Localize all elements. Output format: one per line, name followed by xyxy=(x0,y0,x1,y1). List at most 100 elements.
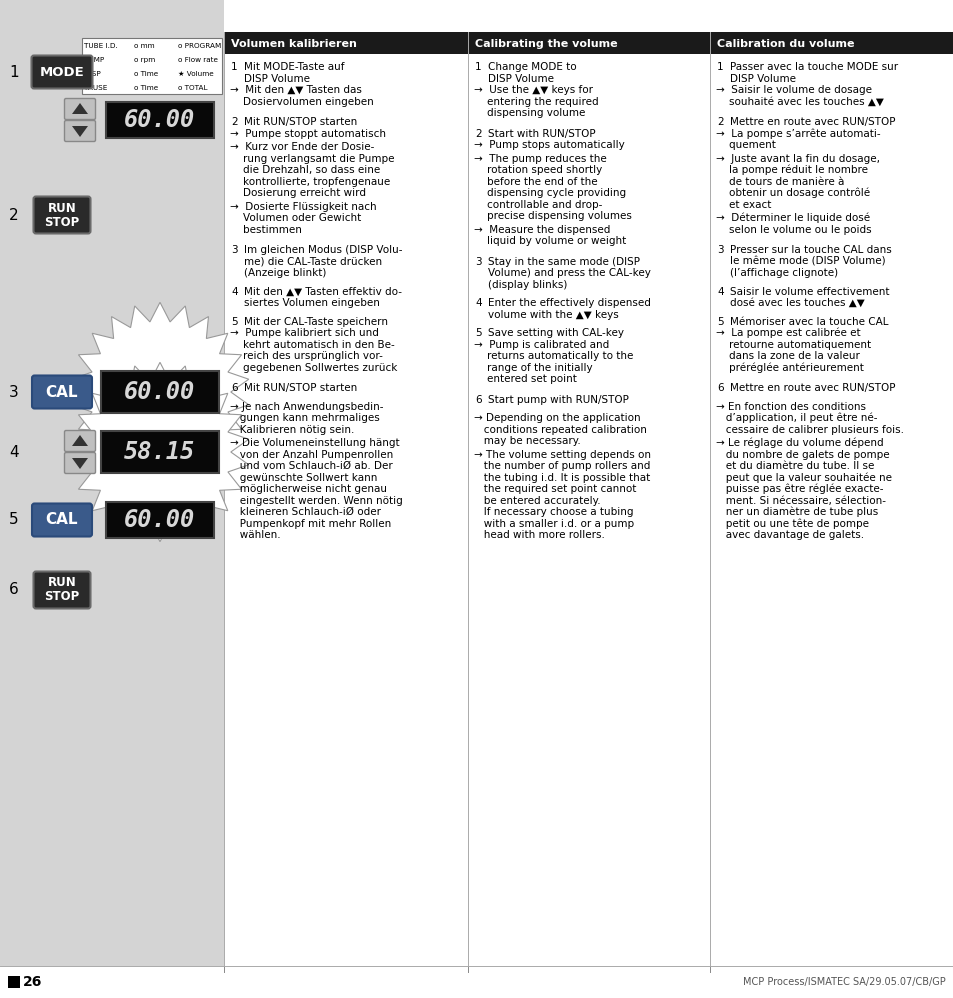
Text: o mm: o mm xyxy=(133,43,154,49)
Text: 58.15: 58.15 xyxy=(124,440,195,464)
Bar xyxy=(468,32,709,54)
Text: 3: 3 xyxy=(475,256,481,266)
Text: Dosierung erreicht wird: Dosierung erreicht wird xyxy=(230,189,366,199)
Text: Mit RUN/STOP starten: Mit RUN/STOP starten xyxy=(244,117,356,127)
Text: entering the required: entering the required xyxy=(474,97,598,107)
Text: CAL: CAL xyxy=(46,384,78,399)
Text: →  Pumpe kalibriert sich und: → Pumpe kalibriert sich und xyxy=(230,328,378,338)
Text: (l’affichage clignote): (l’affichage clignote) xyxy=(729,268,838,278)
Text: 1: 1 xyxy=(717,62,723,72)
Polygon shape xyxy=(71,103,88,114)
Text: Mit der CAL-Taste speichern: Mit der CAL-Taste speichern xyxy=(244,316,388,326)
Bar xyxy=(0,966,953,998)
Text: entered set point: entered set point xyxy=(474,374,577,384)
Text: möglicherweise nicht genau: möglicherweise nicht genau xyxy=(230,484,387,494)
Text: 1: 1 xyxy=(231,62,237,72)
Text: →  La pompe est calibrée et: → La pompe est calibrée et xyxy=(716,328,860,338)
Text: Mit den ▲▼ Tasten effektiv do-: Mit den ▲▼ Tasten effektiv do- xyxy=(244,286,401,296)
Text: the number of pump rollers and: the number of pump rollers and xyxy=(474,461,650,471)
Text: precise dispensing volumes: precise dispensing volumes xyxy=(474,212,631,222)
Text: DISP: DISP xyxy=(84,72,101,78)
Text: →  Déterminer le liquide dosé: → Déterminer le liquide dosé xyxy=(716,213,869,224)
Bar xyxy=(709,32,953,54)
Text: Start pump with RUN/STOP: Start pump with RUN/STOP xyxy=(488,394,628,404)
Text: TUBE I.D.: TUBE I.D. xyxy=(84,43,117,49)
Text: le même mode (DISP Volume): le même mode (DISP Volume) xyxy=(729,256,884,266)
Text: o PROGRAM: o PROGRAM xyxy=(178,43,221,49)
Text: → En fonction des conditions: → En fonction des conditions xyxy=(716,401,865,412)
Text: 4: 4 xyxy=(475,298,481,308)
Text: →  Juste avant la fin du dosage,: → Juste avant la fin du dosage, xyxy=(716,154,879,164)
Text: retourne automatiquement: retourne automatiquement xyxy=(716,339,870,349)
Text: conditions repeated calibration: conditions repeated calibration xyxy=(474,425,646,435)
Text: ment. Si nécessaire, sélection-: ment. Si nécessaire, sélection- xyxy=(716,496,885,506)
FancyBboxPatch shape xyxy=(65,121,95,142)
Text: dosé avec les touches ▲▼: dosé avec les touches ▲▼ xyxy=(729,298,863,308)
Text: returns automatically to the: returns automatically to the xyxy=(474,351,633,361)
Text: →  Pump is calibrated and: → Pump is calibrated and xyxy=(474,339,609,349)
Text: petit ou une tête de pompe: petit ou une tête de pompe xyxy=(716,518,868,529)
Text: und vom Schlauch-iØ ab. Der: und vom Schlauch-iØ ab. Der xyxy=(230,461,393,471)
Text: o Time: o Time xyxy=(133,86,158,92)
Text: de tours de manière à: de tours de manière à xyxy=(716,177,843,187)
Text: RUN: RUN xyxy=(48,577,76,590)
Text: volume with the ▲▼ keys: volume with the ▲▼ keys xyxy=(488,309,618,319)
Text: rung verlangsamt die Pumpe: rung verlangsamt die Pumpe xyxy=(230,154,395,164)
Text: et du diamètre du tube. Il se: et du diamètre du tube. Il se xyxy=(716,461,874,471)
FancyBboxPatch shape xyxy=(65,430,95,451)
Text: Mit MODE-Taste auf: Mit MODE-Taste auf xyxy=(244,62,344,72)
Text: wählen.: wählen. xyxy=(230,530,280,540)
Text: → Je nach Anwendungsbedin-: → Je nach Anwendungsbedin- xyxy=(230,401,383,412)
Text: If necessary choose a tubing: If necessary choose a tubing xyxy=(474,507,633,517)
Text: 4: 4 xyxy=(717,286,723,296)
Text: →  Dosierte Flüssigkeit nach: → Dosierte Flüssigkeit nach xyxy=(230,202,376,212)
Text: 1: 1 xyxy=(10,65,19,80)
FancyBboxPatch shape xyxy=(65,99,95,120)
Text: me) die CAL-Taste drücken: me) die CAL-Taste drücken xyxy=(244,256,382,266)
Text: Stay in the same mode (DISP: Stay in the same mode (DISP xyxy=(488,256,639,266)
Text: →  Pump stops automatically: → Pump stops automatically xyxy=(474,140,624,150)
Text: peut que la valeur souhaitée ne: peut que la valeur souhaitée ne xyxy=(716,472,891,483)
FancyBboxPatch shape xyxy=(32,504,91,537)
Text: ★ Volume: ★ Volume xyxy=(178,72,213,78)
Text: Passer avec la touche MODE sur: Passer avec la touche MODE sur xyxy=(729,62,897,72)
Text: Im gleichen Modus (DISP Volu-: Im gleichen Modus (DISP Volu- xyxy=(244,246,402,255)
Text: →  Mit den ▲▼ Tasten das: → Mit den ▲▼ Tasten das xyxy=(230,85,361,95)
Text: DISP Volume: DISP Volume xyxy=(729,74,795,84)
Text: →  Pumpe stoppt automatisch: → Pumpe stoppt automatisch xyxy=(230,129,386,139)
Text: 3: 3 xyxy=(10,384,19,399)
Polygon shape xyxy=(71,126,88,137)
FancyBboxPatch shape xyxy=(33,572,91,609)
FancyBboxPatch shape xyxy=(65,452,95,473)
Text: MCP Process/ISMATEC SA/29.05.07/CB/GP: MCP Process/ISMATEC SA/29.05.07/CB/GP xyxy=(742,977,945,987)
Text: →  Measure the dispensed: → Measure the dispensed xyxy=(474,225,610,235)
Text: with a smaller i.d. or a pump: with a smaller i.d. or a pump xyxy=(474,519,634,529)
Text: RUN: RUN xyxy=(48,202,76,215)
Text: → The volume setting depends on: → The volume setting depends on xyxy=(474,450,650,460)
Text: →  Kurz vor Ende der Dosie-: → Kurz vor Ende der Dosie- xyxy=(230,142,374,152)
Text: 5: 5 xyxy=(475,328,481,338)
Text: controllable and drop-: controllable and drop- xyxy=(474,200,601,210)
FancyBboxPatch shape xyxy=(32,375,91,408)
Polygon shape xyxy=(71,458,88,469)
Text: Mettre en route avec RUN/STOP: Mettre en route avec RUN/STOP xyxy=(729,117,895,127)
Text: 60.00: 60.00 xyxy=(124,380,195,404)
Text: la pompe réduit le nombre: la pompe réduit le nombre xyxy=(716,165,867,176)
Text: Mémoriser avec la touche CAL: Mémoriser avec la touche CAL xyxy=(729,316,887,326)
Text: →  Use the ▲▼ keys for: → Use the ▲▼ keys for xyxy=(474,85,593,95)
Text: o Flow rate: o Flow rate xyxy=(178,58,218,64)
Bar xyxy=(106,502,213,538)
Text: PUMP: PUMP xyxy=(84,58,104,64)
Text: range of the initially: range of the initially xyxy=(474,362,592,372)
Text: (display blinks): (display blinks) xyxy=(488,279,567,289)
Text: 1: 1 xyxy=(475,62,481,72)
Text: 4: 4 xyxy=(231,286,237,296)
Text: →  The pump reduces the: → The pump reduces the xyxy=(474,154,606,164)
Text: Volumen oder Gewicht: Volumen oder Gewicht xyxy=(230,214,361,224)
Polygon shape xyxy=(71,302,249,482)
Text: → Le réglage du volume dépend: → Le réglage du volume dépend xyxy=(716,438,882,448)
Polygon shape xyxy=(71,435,88,446)
Text: head with more rollers.: head with more rollers. xyxy=(474,530,604,540)
Text: 3: 3 xyxy=(231,246,237,255)
Text: 5: 5 xyxy=(717,316,723,326)
